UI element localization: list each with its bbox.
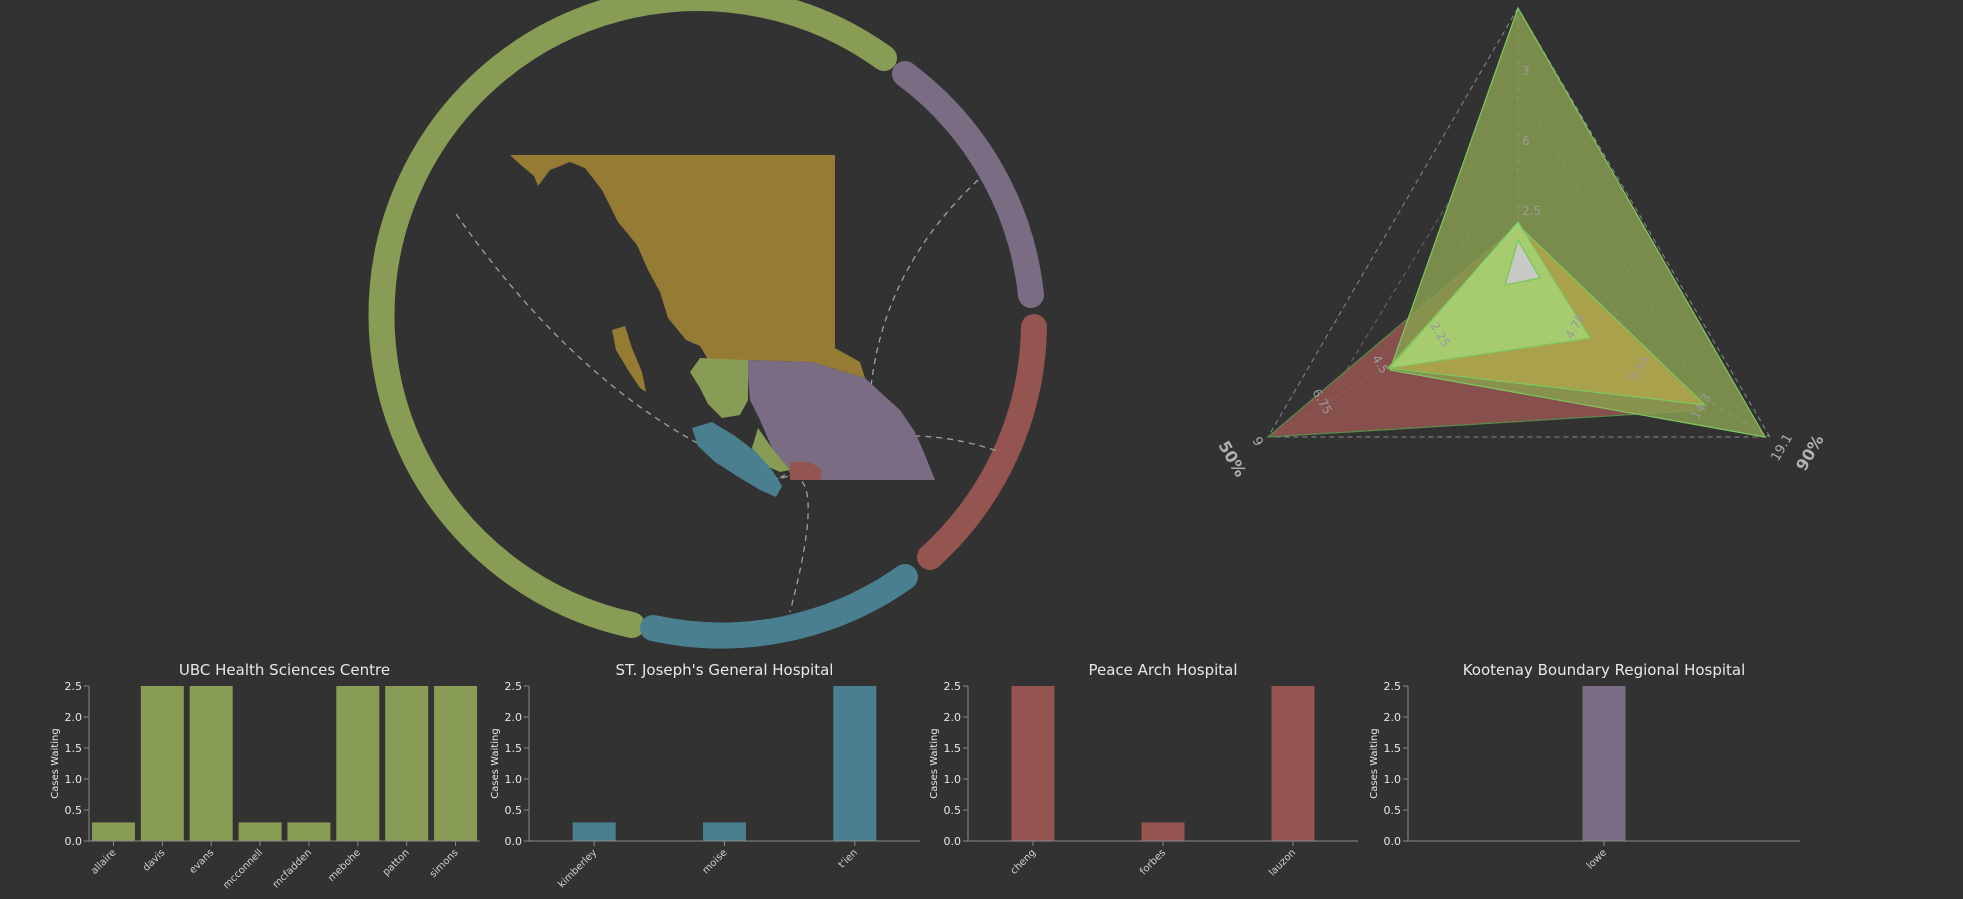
y-axis-label: Cases Waiting <box>929 728 940 798</box>
bar-chart-4: Kootenay Boundary Regional Hospital Cases… <box>1369 661 1800 872</box>
y-tick-label: 2.5 <box>65 680 83 693</box>
radar-grid-mid <box>1327 87 1707 401</box>
bar[interactable] <box>434 686 478 841</box>
y-tick-label: 2.0 <box>1384 711 1402 724</box>
flow-arc <box>781 475 809 613</box>
y-tick-label: 2.5 <box>505 680 523 693</box>
ring-arc-green[interactable] <box>368 0 897 638</box>
x-tick-label: moise <box>701 847 730 876</box>
y-tick-label: 0.0 <box>1384 835 1402 848</box>
map-region-interior[interactable] <box>748 360 935 480</box>
bar-chart-2: ST. Joseph's General Hospital Cases Waiti… <box>490 661 920 890</box>
x-tick-label: mcconnell <box>221 847 265 891</box>
bar[interactable] <box>572 822 616 841</box>
y-tick-label: 1.5 <box>1384 742 1402 755</box>
bar[interactable] <box>336 686 380 841</box>
x-tick-label: cheng <box>1009 847 1038 876</box>
y-tick-label: 1.0 <box>505 773 523 786</box>
bar[interactable] <box>1271 686 1315 841</box>
bar-chart-1: UBC Health Sciences Centre Cases Waiting a… <box>50 661 480 891</box>
map-region-northern-island[interactable] <box>612 326 646 392</box>
bar[interactable] <box>703 822 746 841</box>
radar-axis-label: 9 <box>1249 435 1266 450</box>
x-tick-label: evans <box>187 847 216 876</box>
map-region-vancouver-island[interactable] <box>692 422 782 497</box>
x-tick-label: allaire <box>89 847 118 876</box>
y-tick-label: 1.0 <box>65 773 83 786</box>
y-tick-label: 0.5 <box>1384 804 1402 817</box>
chart-title: Kootenay Boundary Regional Hospital <box>1463 661 1746 679</box>
y-tick-label: 1.5 <box>505 742 523 755</box>
ring-arc-purple[interactable] <box>892 61 1044 308</box>
ring-arc-red[interactable] <box>917 314 1047 570</box>
radar-tick-label: 6 <box>1522 134 1530 148</box>
y-tick-label: 1.0 <box>944 773 962 786</box>
radar-series-lightgreen[interactable] <box>1388 220 1591 369</box>
chart-title: ST. Joseph's General Hospital <box>616 661 834 679</box>
y-tick-label: 2.5 <box>1384 680 1402 693</box>
map-region-fraser[interactable] <box>790 462 822 480</box>
bar[interactable] <box>189 686 233 841</box>
x-tick-label: mebohe <box>326 847 363 884</box>
y-tick-label: 2.0 <box>505 711 523 724</box>
bar[interactable] <box>1011 686 1055 841</box>
chart-title: UBC Health Sciences Centre <box>179 661 390 679</box>
region-ring-chart <box>368 0 1047 649</box>
chart-title: Peace Arch Hospital <box>1089 661 1238 679</box>
bar-chart-3: Peace Arch Hospital Cases Waiting cheng for… <box>929 661 1358 878</box>
y-axis-label: Cases Waiting <box>490 728 501 798</box>
y-tick-label: 0.0 <box>65 835 83 848</box>
bar[interactable] <box>91 822 135 841</box>
x-tick-label: lowe <box>1585 847 1609 871</box>
radar-series-grey[interactable] <box>1503 238 1542 286</box>
y-tick-label: 2.5 <box>944 680 962 693</box>
x-tick-label: lauzon <box>1267 847 1298 878</box>
radar-grid-outer <box>1267 7 1771 438</box>
x-tick-label: forbes <box>1138 847 1168 877</box>
bar[interactable] <box>140 686 184 841</box>
y-tick-label: 1.5 <box>65 742 83 755</box>
map-region-vancouver-coastal[interactable] <box>690 358 748 418</box>
bar[interactable] <box>1582 686 1626 841</box>
bar[interactable] <box>238 822 282 841</box>
x-tick-label: kimberley <box>556 847 599 890</box>
bar-charts: UBC Health Sciences Centre Cases Waiting a… <box>50 661 1800 891</box>
radar-axis-label: 19.1 <box>1768 431 1795 464</box>
radar-chart: 3 6 2.5 2.25 4.5 6.75 4.78 9.55 14.3 9 5… <box>1215 6 1828 481</box>
radar-tick-label: 3 <box>1522 64 1530 78</box>
x-tick-label: simons <box>428 847 461 880</box>
y-tick-label: 2.0 <box>944 711 962 724</box>
y-tick-label: 1.0 <box>1384 773 1402 786</box>
x-tick-label: t'ien <box>837 847 860 870</box>
y-tick-label: 0.0 <box>944 835 962 848</box>
x-tick-label: davis <box>141 847 167 873</box>
radar-axis-unit: 90% <box>1792 431 1828 474</box>
y-tick-label: 0.5 <box>65 804 83 817</box>
bar[interactable] <box>1141 822 1185 841</box>
province-map <box>510 155 935 497</box>
map-region-northern[interactable] <box>510 155 865 378</box>
y-tick-label: 0.0 <box>505 835 523 848</box>
y-tick-label: 0.5 <box>944 804 962 817</box>
y-axis-label: Cases Waiting <box>50 728 61 798</box>
flow-arc <box>868 179 979 479</box>
bar[interactable] <box>287 822 331 841</box>
y-tick-label: 1.5 <box>944 742 962 755</box>
bar[interactable] <box>385 686 429 841</box>
y-tick-label: 0.5 <box>505 804 523 817</box>
ring-arc-blue[interactable] <box>640 564 918 649</box>
x-tick-label: patton <box>381 847 412 878</box>
y-axis-label: Cases Waiting <box>1369 728 1380 798</box>
radar-axis-unit: 50% <box>1215 438 1251 481</box>
radar-tick-label: 2.5 <box>1522 204 1541 218</box>
x-tick-label: mcfadden <box>271 847 314 890</box>
bar[interactable] <box>833 686 877 841</box>
y-tick-label: 2.0 <box>65 711 83 724</box>
